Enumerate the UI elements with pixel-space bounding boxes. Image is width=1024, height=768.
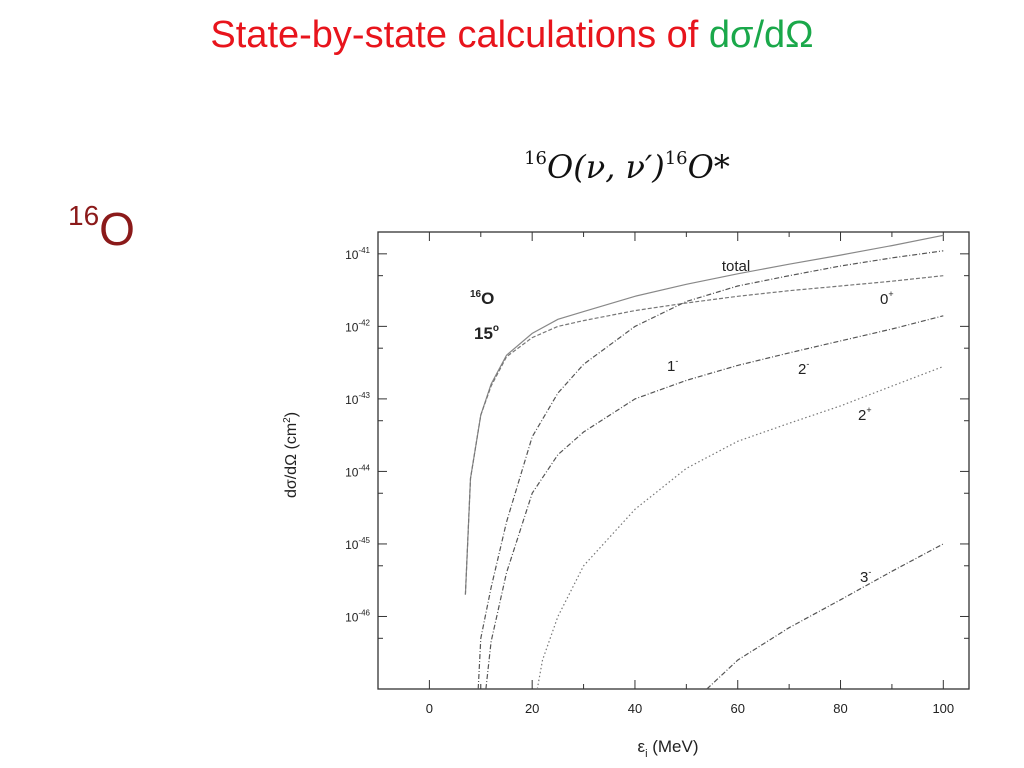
series-layer: total 0+ 1- 2- 2+ 3- <box>464 234 944 690</box>
series-line-2- <box>485 315 944 690</box>
series-line-0+ <box>464 275 944 595</box>
inset-nucleus: 16O <box>470 289 494 308</box>
y-tick-exponent: -46 <box>358 608 370 617</box>
series-line-3- <box>706 543 944 690</box>
y-tick-mantissa: 10 <box>345 320 359 334</box>
plot-frame <box>377 231 970 690</box>
reaction-text-a: O(ν, ν′) <box>547 148 665 186</box>
series-label-0+: 0+ <box>880 289 894 308</box>
series-label-2+: 2+ <box>858 405 872 424</box>
y-axis-label: dσ/dΩ (cm2) <box>282 412 300 498</box>
x-axis-label: εi (MeV) <box>637 737 698 760</box>
slide-title: State-by-state calculations of dσ/dΩ <box>0 14 1024 57</box>
y-tick-label: 10-44 <box>345 463 370 479</box>
reaction-mass-b: 16 <box>664 148 688 169</box>
nucleus-label: 16O <box>68 200 135 256</box>
series-label-total: total <box>722 258 750 275</box>
y-tick-label: 10-43 <box>345 391 370 407</box>
y-tick-label: 10-41 <box>345 246 370 262</box>
x-tick-label: 40 <box>628 701 642 716</box>
y-tick-mantissa: 10 <box>345 393 359 407</box>
nucleus-symbol: O <box>99 203 135 255</box>
series-label-3-: 3- <box>860 567 871 586</box>
slide-title-main: State-by-state calculations of <box>210 14 709 56</box>
inset-angle: 15o <box>474 323 499 343</box>
reaction-text-b: O* <box>687 148 730 186</box>
x-tick-label: 60 <box>731 701 745 716</box>
x-tick-label: 80 <box>833 701 847 716</box>
x-axis: 0 20 40 60 80 100 <box>377 232 954 716</box>
x-tick-label: 20 <box>525 701 539 716</box>
y-tick-exponent: -44 <box>358 463 370 472</box>
y-tick-exponent: -41 <box>358 246 370 255</box>
y-tick-exponent: -45 <box>358 536 370 545</box>
y-tick-mantissa: 10 <box>345 248 359 262</box>
y-tick-exponent: -42 <box>358 318 370 327</box>
slide-title-accent: dσ/dΩ <box>708 14 814 56</box>
y-tick-mantissa: 10 <box>345 465 359 479</box>
series-label-1-: 1- <box>667 356 678 375</box>
series-line-1- <box>477 250 944 690</box>
y-tick-exponent: -43 <box>358 391 370 400</box>
y-tick-label: 10-45 <box>345 536 370 552</box>
series-label-2-: 2- <box>798 359 809 378</box>
series-line-total <box>464 234 944 595</box>
x-tick-label: 100 <box>932 701 954 716</box>
nucleus-mass: 16 <box>68 200 100 231</box>
y-tick-label: 10-42 <box>345 318 370 334</box>
reaction-label: 16O(ν, ν′)16O* <box>0 148 1024 186</box>
series-line-2+ <box>536 365 944 690</box>
reaction-mass-a: 16 <box>524 148 548 169</box>
x-tick-label: 0 <box>426 701 433 716</box>
y-tick-mantissa: 10 <box>345 538 359 552</box>
y-tick-label: 10-46 <box>345 608 370 624</box>
y-tick-mantissa: 10 <box>345 610 359 624</box>
